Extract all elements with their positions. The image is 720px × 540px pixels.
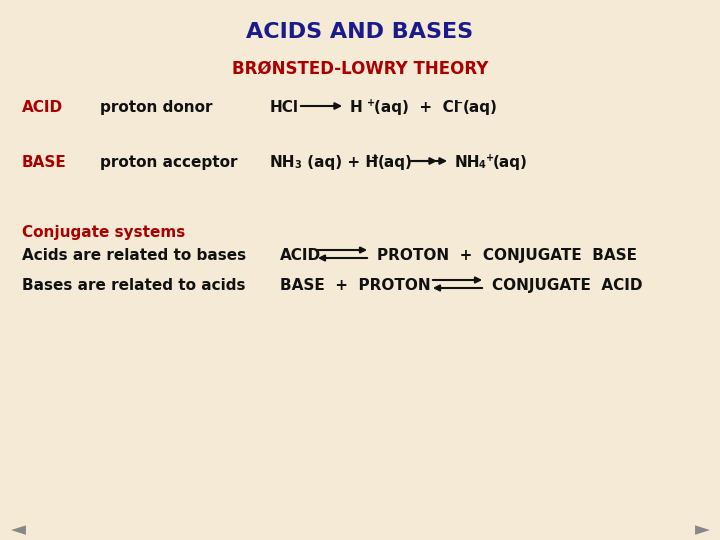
Text: Bases are related to acids: Bases are related to acids: [22, 278, 246, 293]
Text: BASE: BASE: [22, 155, 67, 170]
Text: ►: ►: [695, 520, 709, 539]
Text: NH: NH: [455, 155, 480, 170]
Text: ACID: ACID: [280, 248, 321, 263]
Text: +: +: [367, 98, 375, 108]
Text: +: +: [486, 153, 494, 163]
Text: 4: 4: [479, 160, 486, 170]
Text: proton donor: proton donor: [100, 100, 212, 115]
Text: CONJUGATE  ACID: CONJUGATE ACID: [492, 278, 642, 293]
Text: (aq): (aq): [493, 155, 528, 170]
Text: (aq): (aq): [463, 100, 498, 115]
Text: proton acceptor: proton acceptor: [100, 155, 238, 170]
Text: Conjugate systems: Conjugate systems: [22, 225, 185, 240]
Text: BRØNSTED-LOWRY THEORY: BRØNSTED-LOWRY THEORY: [232, 60, 488, 78]
Text: HCl: HCl: [270, 100, 299, 115]
Text: 3: 3: [294, 160, 301, 170]
Text: Acids are related to bases: Acids are related to bases: [22, 248, 246, 263]
Text: H: H: [350, 100, 363, 115]
Text: ACID: ACID: [22, 100, 63, 115]
Text: PROTON  +  CONJUGATE  BASE: PROTON + CONJUGATE BASE: [377, 248, 637, 263]
Text: ACIDS AND BASES: ACIDS AND BASES: [246, 22, 474, 42]
Text: (aq): (aq): [378, 155, 413, 170]
Text: BASE  +  PROTON: BASE + PROTON: [280, 278, 431, 293]
Text: (aq) + H: (aq) + H: [302, 155, 378, 170]
Text: NH: NH: [270, 155, 295, 170]
Text: +: +: [371, 153, 379, 163]
Text: (aq)  +  Cl: (aq) + Cl: [374, 100, 459, 115]
Text: ◄: ◄: [11, 520, 25, 539]
Text: −: −: [455, 98, 463, 108]
